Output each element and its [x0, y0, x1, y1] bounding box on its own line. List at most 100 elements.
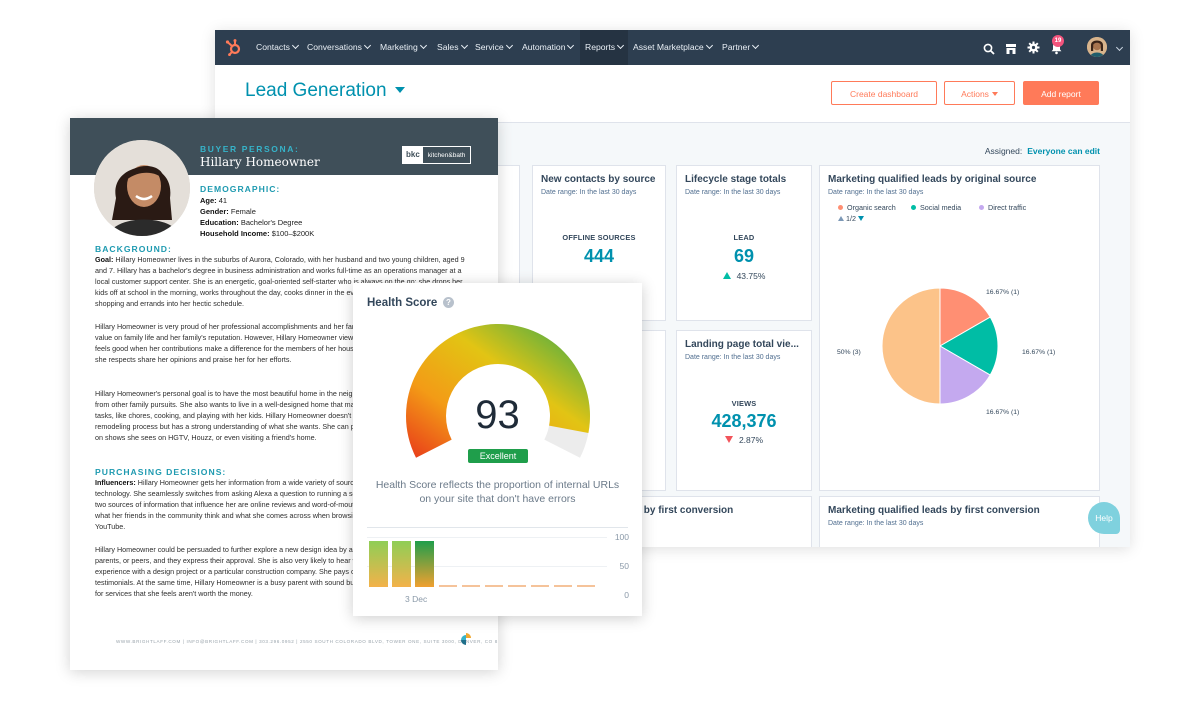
metric-change: 43.75%	[677, 271, 811, 281]
help-button[interactable]: Help	[1088, 502, 1120, 534]
sprocket-logo-icon[interactable]	[225, 39, 243, 57]
marketplace-icon[interactable]	[1005, 42, 1017, 54]
metric-value: 428,376	[711, 411, 777, 431]
caret-down-icon	[394, 87, 405, 93]
nav-item-partner[interactable]: Partner	[722, 30, 760, 65]
divider	[367, 527, 628, 528]
card-date-range: Date range: In the last 30 days	[685, 354, 781, 361]
pager-next-icon[interactable]	[858, 216, 864, 221]
history-bar-empty	[485, 585, 503, 587]
history-bar[interactable]	[369, 541, 388, 587]
nav-label: Asset Marketplace	[633, 42, 704, 52]
search-icon[interactable]	[983, 42, 995, 55]
chevron-down-icon	[419, 41, 427, 50]
chevron-down-icon	[363, 41, 371, 50]
persona-name: Hillary Homeowner	[200, 155, 320, 169]
report-card-lifecycle-stage[interactable]: Lifecycle stage totals Date range: In th…	[676, 165, 812, 321]
help-question-icon[interactable]: ?	[443, 297, 454, 308]
card-date-range: Date range: In the last 30 days	[828, 189, 924, 196]
date-label: 3 Dec	[405, 594, 428, 604]
create-dashboard-button[interactable]: Create dashboard	[831, 81, 937, 105]
nav-label: Sales	[437, 42, 459, 52]
legend-swatch	[911, 205, 916, 210]
legend-item[interactable]: Social media	[911, 203, 961, 212]
dashboard-header: Lead Generation Create dashboard Actions…	[215, 65, 1130, 123]
nav-item-contacts[interactable]: Contacts	[256, 30, 299, 65]
brand-mark-icon	[460, 632, 472, 646]
metric-label: OFFLINE SOURCES	[562, 233, 636, 242]
logo-mark: bkc	[403, 147, 423, 163]
report-card-mql-original-source[interactable]: Marketing qualified leads by original so…	[819, 165, 1100, 491]
history-bar-empty	[508, 585, 526, 587]
axis-tick-label: 50	[619, 561, 629, 571]
avatar[interactable]	[1087, 37, 1107, 57]
gridline	[367, 566, 607, 567]
chevron-down-icon	[567, 41, 575, 50]
pie-slice[interactable]	[881, 287, 941, 405]
report-card-mql-first-conversion[interactable]: Marketing qualified leads by first conve…	[819, 496, 1100, 547]
field-label: Education:	[200, 218, 239, 227]
assigned-link[interactable]: Everyone can edit	[1027, 146, 1100, 156]
chevron-down-icon	[291, 41, 299, 50]
legend-item[interactable]: Organic search	[838, 203, 896, 212]
nav-label: Contacts	[256, 42, 290, 52]
metric-value: 69	[733, 246, 755, 266]
pie-label: 16.67% (1)	[986, 289, 1020, 296]
pager-prev-icon[interactable]	[838, 216, 844, 221]
chevron-down-icon	[705, 41, 713, 50]
actions-button[interactable]: Actions	[944, 81, 1015, 105]
legend-item[interactable]: Direct traffic	[979, 203, 1026, 212]
axis-tick-label: 0	[624, 590, 629, 600]
decrease-arrow-icon	[724, 436, 733, 443]
dashboard-selector[interactable]: Lead Generation	[245, 80, 405, 102]
metric-label: LEAD	[733, 233, 755, 242]
nav-item-asset-marketplace[interactable]: Asset Marketplace	[633, 30, 713, 65]
demographic-education: Education: Bachelor's Degree	[200, 218, 302, 227]
field-label: Age:	[200, 196, 217, 205]
gear-icon[interactable]	[1027, 41, 1040, 54]
card-date-range: Date range: In the last 30 days	[828, 520, 924, 527]
add-report-button[interactable]: Add report	[1023, 81, 1099, 105]
pie-slice[interactable]	[939, 287, 991, 347]
health-gauge	[406, 324, 590, 458]
history-bar-empty	[531, 585, 549, 587]
legend-label: Direct traffic	[988, 203, 1027, 212]
nav-item-service[interactable]: Service	[475, 30, 513, 65]
nav-item-marketing[interactable]: Marketing	[380, 30, 427, 65]
history-bar[interactable]	[415, 541, 434, 587]
chevron-down-icon	[752, 41, 760, 50]
notification-badge: 19	[1052, 35, 1064, 47]
nav-label: Reports	[585, 42, 616, 52]
chevron-down-icon[interactable]	[1115, 43, 1124, 52]
card-date-range: Date range: In the last 30 days	[685, 189, 781, 196]
pie-slice[interactable]	[939, 316, 999, 376]
legend-swatch	[979, 205, 984, 210]
legend-pager[interactable]: 1/2	[838, 214, 864, 223]
card-title: Marketing qualified leads by first conve…	[828, 505, 1040, 516]
field-value: $100–$200K	[271, 229, 315, 238]
nav-item-sales[interactable]: Sales	[437, 30, 468, 65]
increase-arrow-icon	[722, 272, 731, 279]
demographic-heading: DEMOGRAPHIC:	[200, 184, 281, 194]
demographic-gender: Gender: Female	[200, 207, 256, 216]
influencers-text: Hillary Homeowner gets her information f…	[95, 478, 468, 532]
pie-label: 16.67% (1)	[1022, 349, 1056, 356]
history-bar[interactable]	[392, 541, 411, 587]
chevron-down-icon	[460, 41, 468, 50]
report-card-landing-page-views[interactable]: Landing page total vie... Date range: In…	[676, 330, 812, 491]
health-score-description: Health Score reflects the proportion of …	[375, 479, 620, 505]
assigned-label: Assigned:	[984, 146, 1023, 156]
health-score-title: Health Score	[367, 297, 438, 309]
nav-item-reports[interactable]: Reports	[580, 30, 629, 65]
legend-label: Organic search	[847, 203, 896, 212]
health-rating-badge: Excellent	[468, 449, 528, 463]
dashboard-window: Contacts Conversations Marketing Sales S…	[215, 30, 1130, 547]
top-navigation-bar: Contacts Conversations Marketing Sales S…	[215, 30, 1130, 65]
nav-item-automation[interactable]: Automation	[522, 30, 575, 65]
pie-slice[interactable]	[939, 345, 991, 405]
card-title: Marketing qualified leads by original so…	[828, 174, 1037, 185]
pager-label: 1/2	[846, 214, 856, 223]
nav-item-conversations[interactable]: Conversations	[307, 30, 371, 65]
legend-swatch	[838, 205, 843, 210]
health-history-chart	[367, 538, 607, 587]
